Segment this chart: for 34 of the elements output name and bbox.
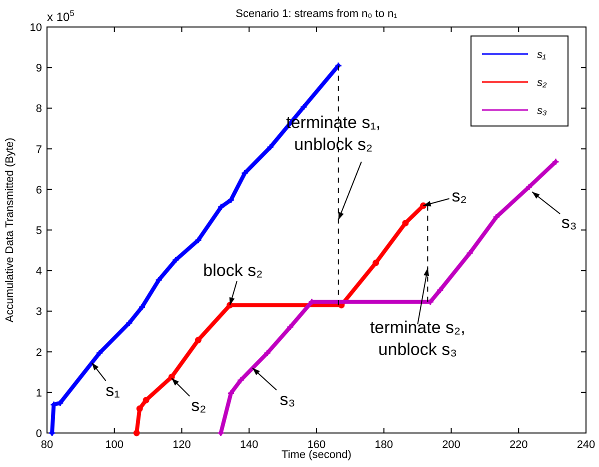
y-tick-label: 3 (36, 306, 42, 318)
y-tick-label: 5 (36, 225, 42, 237)
y-tick-label: 7 (36, 144, 42, 156)
legend-label: s₂ (537, 77, 548, 89)
y-tick-label: 9 (36, 62, 42, 75)
y-tick-label: 2 (36, 346, 42, 359)
chart-title: Scenario 1: streams from n₀ to n₁ (236, 8, 398, 20)
annotation: s₃ (280, 390, 296, 410)
y-tick-label: 8 (36, 103, 42, 116)
x-axis-title: Time (second) (282, 449, 352, 461)
y-axis-title: Accumulative Data Transmitted (Byte) (4, 138, 16, 322)
x-tick-label: 120 (172, 439, 191, 451)
annotation: s₁ (106, 381, 120, 400)
annotation: terminate s₂, unblock s₃ (370, 318, 466, 360)
y-tick-label: 10 (30, 22, 42, 34)
x-tick-label: 160 (307, 439, 326, 451)
y-tick-label: 4 (36, 266, 42, 278)
y-tick-label: 6 (36, 184, 42, 196)
y-tick-label: 0 (36, 428, 42, 440)
legend-label: s₁ (537, 49, 546, 61)
annotation: s₂ (452, 187, 467, 206)
x-tick-label: 140 (240, 439, 258, 451)
x-tick-label: 180 (374, 439, 394, 451)
legend-label: s₃ (537, 105, 548, 117)
x-tick-label: 80 (40, 439, 54, 451)
x-tick-label: 240 (576, 439, 596, 451)
annotation: s₂ (191, 396, 206, 416)
annotation: block s₂ (203, 262, 263, 281)
x-tick-label: 200 (442, 439, 460, 451)
x-tick-label: 100 (105, 439, 124, 451)
annotation: s₃ (561, 213, 577, 232)
x-tick-label: 220 (509, 439, 528, 451)
text: x 10$^{5}$ (47, 8, 75, 24)
y-tick-label: 1 (36, 387, 42, 400)
